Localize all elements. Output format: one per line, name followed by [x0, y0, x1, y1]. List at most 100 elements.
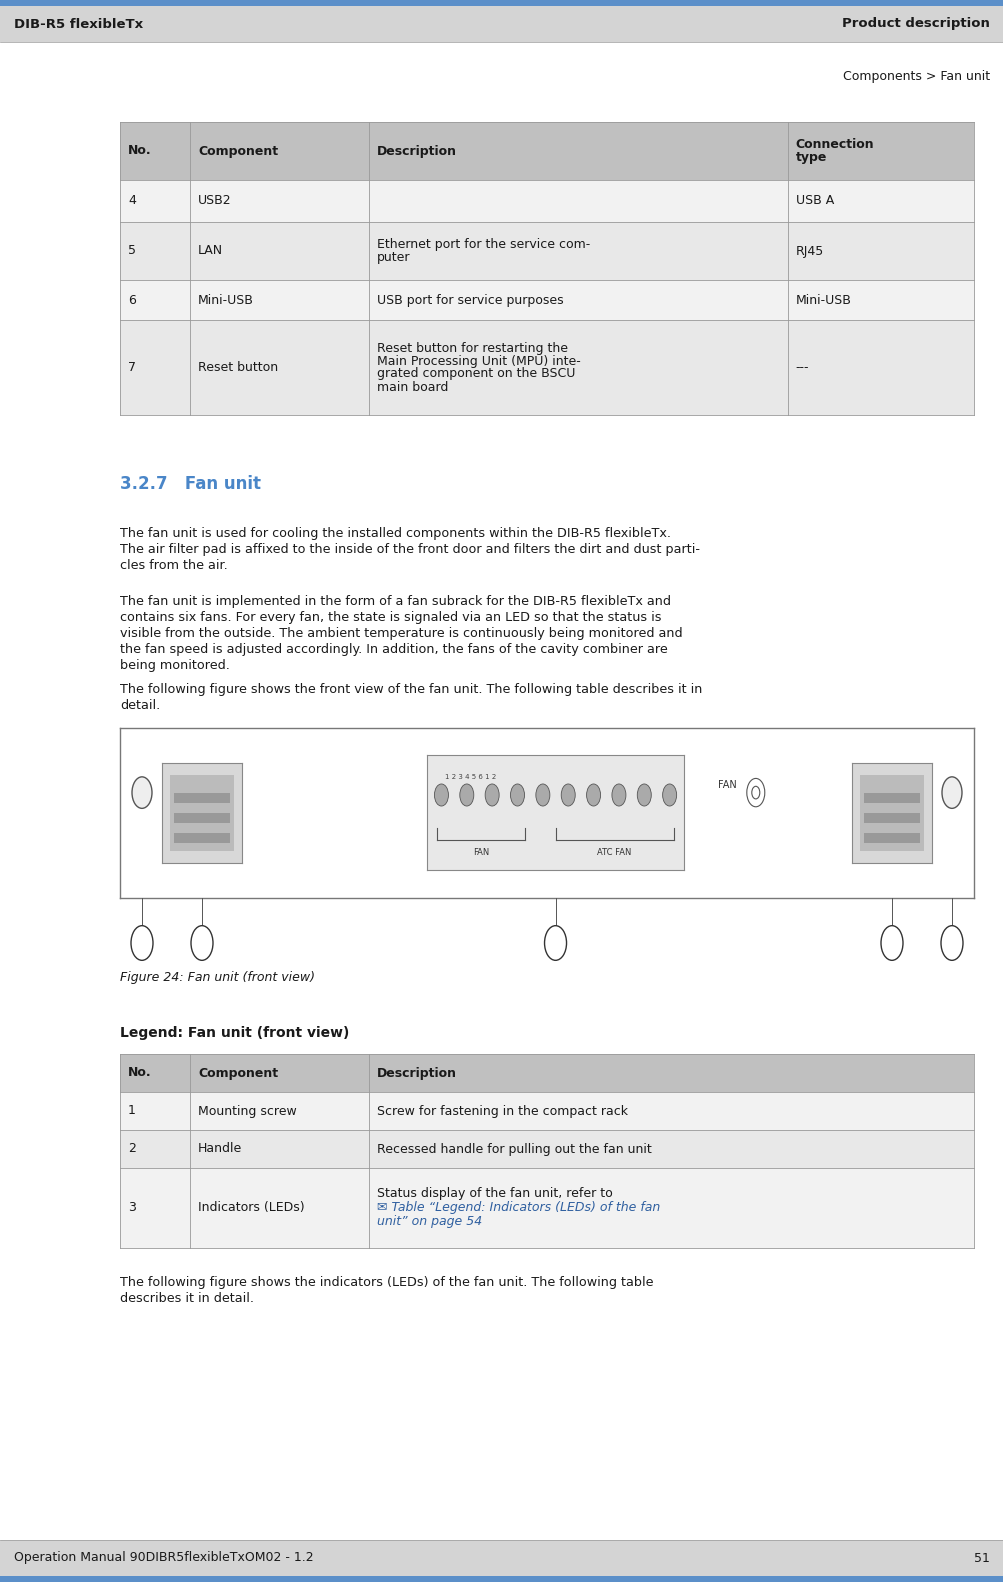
Circle shape: [510, 785, 524, 807]
Text: 51: 51: [973, 1552, 989, 1565]
Bar: [864, 834, 919, 843]
Text: unit” on page 54: unit” on page 54: [377, 1215, 482, 1229]
Circle shape: [130, 925, 152, 960]
Text: Mini-USB: Mini-USB: [198, 294, 254, 307]
Text: 6: 6: [127, 294, 135, 307]
Circle shape: [536, 785, 550, 807]
Text: Main Processing Unit (MPU) inte-: Main Processing Unit (MPU) inte-: [377, 354, 581, 367]
Circle shape: [637, 785, 651, 807]
Text: Component: Component: [198, 1066, 278, 1079]
Text: grated component on the BSCU: grated component on the BSCU: [377, 367, 575, 381]
Bar: [120, 1168, 973, 1248]
Text: 2: 2: [888, 938, 895, 948]
Bar: [864, 813, 919, 823]
Bar: [0, 1576, 1003, 1582]
Circle shape: [434, 785, 448, 807]
Bar: [161, 763, 242, 864]
Text: type: type: [795, 150, 826, 165]
Bar: [174, 813, 230, 823]
Text: ATC FAN: ATC FAN: [597, 848, 631, 857]
Text: Status display of the fan unit, refer to: Status display of the fan unit, refer to: [377, 1188, 613, 1201]
Circle shape: [941, 777, 961, 808]
Circle shape: [191, 925, 213, 960]
Text: Mini-USB: Mini-USB: [795, 294, 851, 307]
Bar: [174, 834, 230, 843]
Bar: [120, 221, 973, 280]
Circle shape: [561, 785, 575, 807]
Text: USB2: USB2: [198, 195, 232, 207]
Text: 4: 4: [127, 195, 135, 207]
Text: Ethernet port for the service com-: Ethernet port for the service com-: [377, 237, 590, 252]
Text: main board: main board: [377, 381, 448, 394]
Text: The following figure shows the indicators (LEDs) of the fan unit. The following : The following figure shows the indicator…: [120, 1277, 653, 1305]
Bar: [0, 1539, 1003, 1576]
Bar: [120, 1130, 973, 1168]
Circle shape: [544, 925, 566, 960]
Text: Handle: Handle: [198, 1142, 242, 1155]
Text: Component: Component: [198, 144, 278, 158]
Text: puter: puter: [377, 252, 410, 264]
Circle shape: [459, 785, 473, 807]
Circle shape: [586, 785, 600, 807]
Text: The fan unit is used for cooling the installed components within the DIB-R5 flex: The fan unit is used for cooling the ins…: [120, 527, 699, 573]
Bar: [120, 728, 973, 899]
Text: ---: ---: [795, 361, 808, 373]
Text: No.: No.: [127, 144, 151, 158]
Bar: [0, 0, 1003, 6]
Text: 2: 2: [127, 1142, 135, 1155]
Text: 3: 3: [127, 1201, 135, 1215]
Bar: [120, 280, 973, 320]
Text: USB port for service purposes: USB port for service purposes: [377, 294, 564, 307]
Text: 1: 1: [138, 938, 145, 948]
Text: Product description: Product description: [842, 17, 989, 30]
Text: Mounting screw: Mounting screw: [198, 1104, 297, 1117]
Bar: [427, 755, 683, 870]
Bar: [174, 793, 230, 804]
Text: Components > Fan unit: Components > Fan unit: [843, 70, 989, 82]
Text: DIB-R5 flexibleTx: DIB-R5 flexibleTx: [14, 17, 143, 30]
Text: Recessed handle for pulling out the fan unit: Recessed handle for pulling out the fan …: [377, 1142, 652, 1155]
Text: 1 2 3 4 5 6 1 2: 1 2 3 4 5 6 1 2: [445, 774, 496, 780]
Text: No.: No.: [127, 1066, 151, 1079]
Bar: [852, 763, 931, 864]
Circle shape: [484, 785, 498, 807]
Bar: [120, 122, 973, 180]
Text: The following figure shows the front view of the fan unit. The following table d: The following figure shows the front vie…: [120, 683, 702, 712]
Text: Description: Description: [377, 1066, 457, 1079]
Text: Reset button for restarting the: Reset button for restarting the: [377, 342, 568, 354]
Circle shape: [611, 785, 625, 807]
Text: Figure 24: Fan unit (front view): Figure 24: Fan unit (front view): [120, 971, 315, 984]
Bar: [0, 6, 1003, 43]
Text: Indicators (LEDs): Indicators (LEDs): [198, 1201, 304, 1215]
Circle shape: [131, 777, 151, 808]
Text: USB A: USB A: [795, 195, 833, 207]
Bar: [864, 793, 919, 804]
Text: Description: Description: [377, 144, 457, 158]
Bar: [120, 1054, 973, 1092]
Bar: [120, 180, 973, 221]
Text: FAN: FAN: [717, 780, 736, 789]
Text: 3.2.7   Fan unit: 3.2.7 Fan unit: [120, 475, 261, 494]
Text: 3: 3: [552, 938, 559, 948]
Text: LAN: LAN: [198, 245, 223, 258]
Text: Legend: Fan unit (front view): Legend: Fan unit (front view): [120, 1027, 349, 1039]
Bar: [860, 775, 923, 851]
Text: ✉ Table “Legend: Indicators (LEDs) of the fan: ✉ Table “Legend: Indicators (LEDs) of th…: [377, 1201, 660, 1215]
Text: 1: 1: [127, 1104, 135, 1117]
Text: Operation Manual 90DIBR5flexibleTxOM02 - 1.2: Operation Manual 90DIBR5flexibleTxOM02 -…: [14, 1552, 313, 1565]
Text: 7: 7: [127, 361, 135, 373]
Text: FAN: FAN: [472, 848, 488, 857]
Text: Reset button: Reset button: [198, 361, 278, 373]
Text: Connection: Connection: [795, 138, 874, 150]
Circle shape: [880, 925, 902, 960]
Bar: [120, 1092, 973, 1130]
Circle shape: [662, 785, 676, 807]
Text: The fan unit is implemented in the form of a fan subrack for the DIB-R5 flexible: The fan unit is implemented in the form …: [120, 595, 682, 672]
Text: 5: 5: [127, 245, 135, 258]
Bar: [170, 775, 234, 851]
Text: RJ45: RJ45: [795, 245, 823, 258]
Text: 1: 1: [948, 938, 955, 948]
Text: 2: 2: [199, 938, 206, 948]
Bar: [120, 320, 973, 414]
Circle shape: [940, 925, 962, 960]
